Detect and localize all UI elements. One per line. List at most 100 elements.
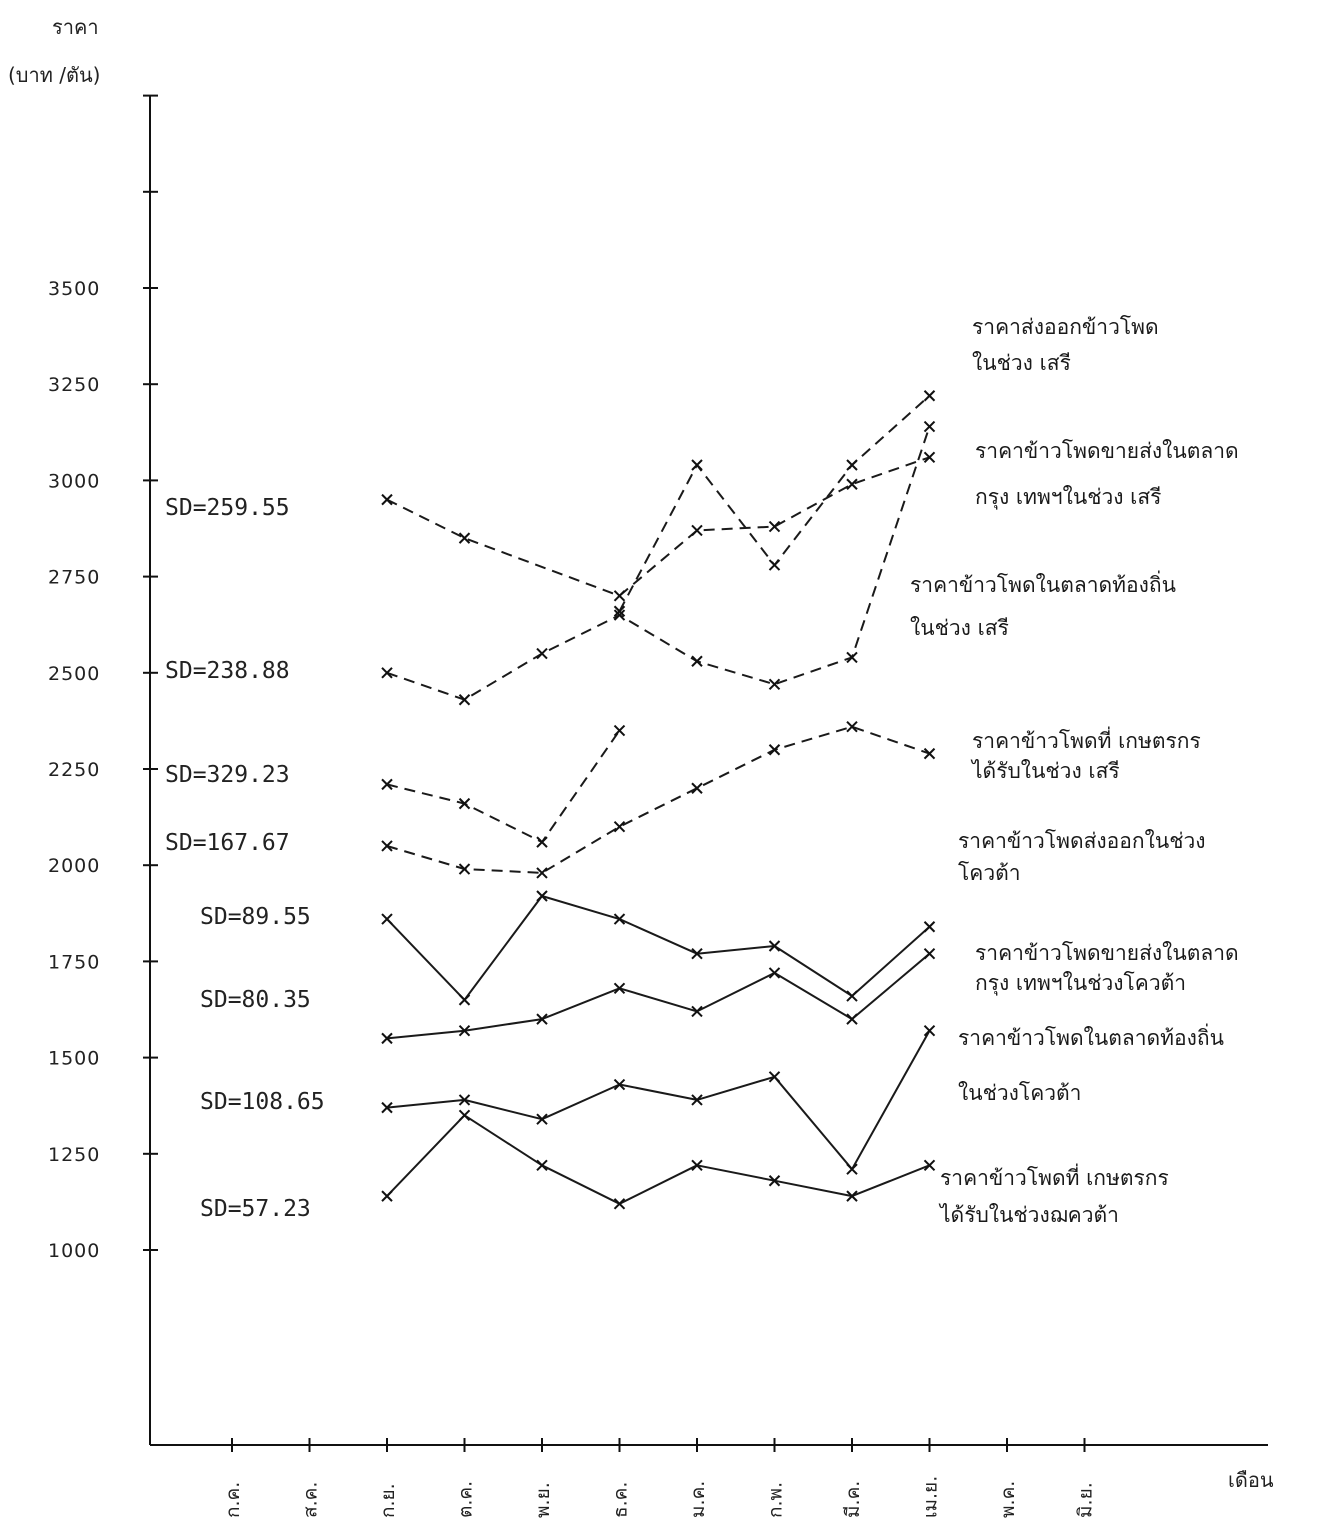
y-axis-unit: (บาท /ตัน) (8, 63, 100, 87)
x-tick-label: ก.ค. (222, 1482, 244, 1518)
data-point-marker (536, 1113, 548, 1125)
data-point-marker (458, 863, 471, 875)
data-point-marker (458, 994, 471, 1006)
series-legend-labels: ราคาส่งออกข้าวโพด ในช่วง เสรี ราคาข้าวโพ… (910, 315, 1239, 1227)
data-point-marker (613, 1078, 626, 1091)
data-point-marker (768, 744, 781, 756)
data-point-marker (768, 678, 781, 691)
data-point-marker (381, 913, 393, 925)
data-point-marker (923, 390, 936, 402)
x-tick-label: ม.ค. (687, 1481, 709, 1518)
data-point-marker (381, 493, 393, 506)
data-point-marker (691, 524, 703, 537)
series-line-2 (386, 426, 931, 701)
legend-export-free-line2: ในช่วง เสรี (972, 351, 1071, 375)
data-point-marker (846, 651, 858, 664)
series-lines (381, 390, 936, 1210)
legend-export-quota-line1: ราคาข้าวโพดส่งออกในช่วง (958, 829, 1206, 853)
x-tick-label: ส.ค. (300, 1482, 322, 1518)
y-tick-label: 3000 (48, 470, 100, 492)
data-point-marker (923, 747, 936, 760)
data-point-marker (923, 1159, 936, 1172)
legend-farmer-quota-line2: ได้รับในช่วงฌควต้า (938, 1203, 1119, 1227)
series-line-3 (386, 729, 621, 844)
data-point-marker (846, 478, 858, 490)
legend-export-quota-line2: โควต้า (958, 861, 1021, 885)
data-point-marker (613, 724, 626, 737)
data-point-marker (458, 1109, 471, 1122)
data-point-marker (691, 459, 703, 471)
data-point-marker (613, 913, 626, 925)
data-point-marker (768, 967, 781, 979)
sd-label-export-quota: SD=89.55 (200, 904, 311, 930)
sd-label-farmer-free: SD=329.23 (165, 762, 290, 788)
y-tick-label: 2000 (48, 855, 100, 877)
data-point-marker (381, 667, 393, 679)
data-point-marker (381, 840, 393, 852)
sd-label-local-free: SD=238.88 (165, 658, 290, 684)
series-line-4 (386, 725, 930, 874)
data-point-marker (458, 532, 471, 544)
data-point-marker (691, 1159, 703, 1172)
legend-farmer-quota-line1: ราคาข้าวโพดที่ เกษตรกร (940, 1163, 1169, 1190)
data-point-marker (458, 1094, 471, 1106)
data-point-marker (613, 821, 626, 833)
data-point-marker (846, 720, 858, 733)
data-point-marker (846, 459, 858, 471)
data-point-marker (536, 890, 548, 902)
sd-label-low-dashed: SD=167.67 (165, 830, 290, 856)
y-tick-label: 1000 (48, 1240, 100, 1262)
y-ticks: 1000 1250 1500 1750 2000 2250 2500 2750 3000 3250… (48, 94, 158, 1262)
y-tick-label: 2250 (48, 759, 100, 781)
sd-label-local-quota: SD=108.65 (200, 1089, 325, 1115)
legend-local-free-line1: ราคาข้าวโพดในตลาดท้องถิ่น (910, 570, 1176, 597)
data-point-marker (768, 1071, 781, 1083)
x-tick-label: มิ.ย. (1075, 1482, 1097, 1518)
data-point-marker (923, 420, 936, 433)
y-tick-label: 2500 (48, 663, 100, 685)
y-tick-label: 3500 (48, 278, 100, 300)
x-tick-label: พ.ย. (532, 1482, 554, 1518)
x-tick-label: เม.ย. (920, 1476, 942, 1518)
data-point-marker (846, 1163, 858, 1175)
data-point-marker (768, 940, 781, 952)
legend-wholesale-quota-line2: กรุง เทพฯในช่วงโควต้า (975, 971, 1186, 996)
sd-label-farmer-quota: SD=57.23 (200, 1196, 311, 1222)
legend-wholesale-free-line2: กรุง เทพฯในช่วง เสรี (975, 485, 1161, 510)
data-point-marker (768, 1175, 781, 1187)
y-axis-title: ราคา (52, 15, 99, 39)
series-line-8 (386, 1114, 930, 1205)
data-point-marker (536, 1159, 548, 1172)
data-point-marker (458, 1024, 471, 1037)
y-tick-label: 2750 (48, 567, 100, 589)
data-point-marker (613, 605, 626, 617)
data-point-marker (768, 520, 781, 533)
x-tick-label: ธ.ค. (610, 1482, 632, 1518)
data-point-marker (846, 990, 858, 1002)
data-point-marker (691, 1094, 703, 1106)
data-point-marker (923, 1024, 936, 1037)
data-point-marker (923, 451, 936, 464)
data-point-marker (613, 590, 626, 602)
y-tick-label: 3250 (48, 374, 100, 396)
x-tick-label: ต.ค. (455, 1481, 477, 1518)
data-point-marker (381, 778, 393, 791)
data-point-marker (846, 1190, 858, 1202)
data-point-marker (458, 694, 471, 706)
data-point-marker (691, 1005, 703, 1018)
data-point-marker (458, 797, 471, 810)
sd-labels: SD=259.55 SD=238.88 SD=329.23 SD=167.67 … (165, 495, 325, 1222)
data-point-marker (536, 1013, 548, 1025)
series-line-5 (386, 895, 931, 1001)
legend-farmer-free-line1: ราคาข้าวโพดที่ เกษตรกร (972, 726, 1201, 753)
y-tick-label: 1500 (48, 1048, 100, 1070)
data-point-marker (923, 947, 936, 960)
x-tick-label: ก.พ. (765, 1482, 787, 1518)
data-point-marker (381, 1190, 393, 1202)
x-tick-label: พ.ค. (997, 1481, 1019, 1518)
legend-wholesale-free-line1: ราคาข้าวโพดขายส่งในตลาด (975, 439, 1239, 463)
sd-label-wholesale-quota: SD=80.35 (200, 987, 311, 1013)
data-point-marker (536, 836, 548, 848)
data-point-marker (613, 1198, 626, 1210)
